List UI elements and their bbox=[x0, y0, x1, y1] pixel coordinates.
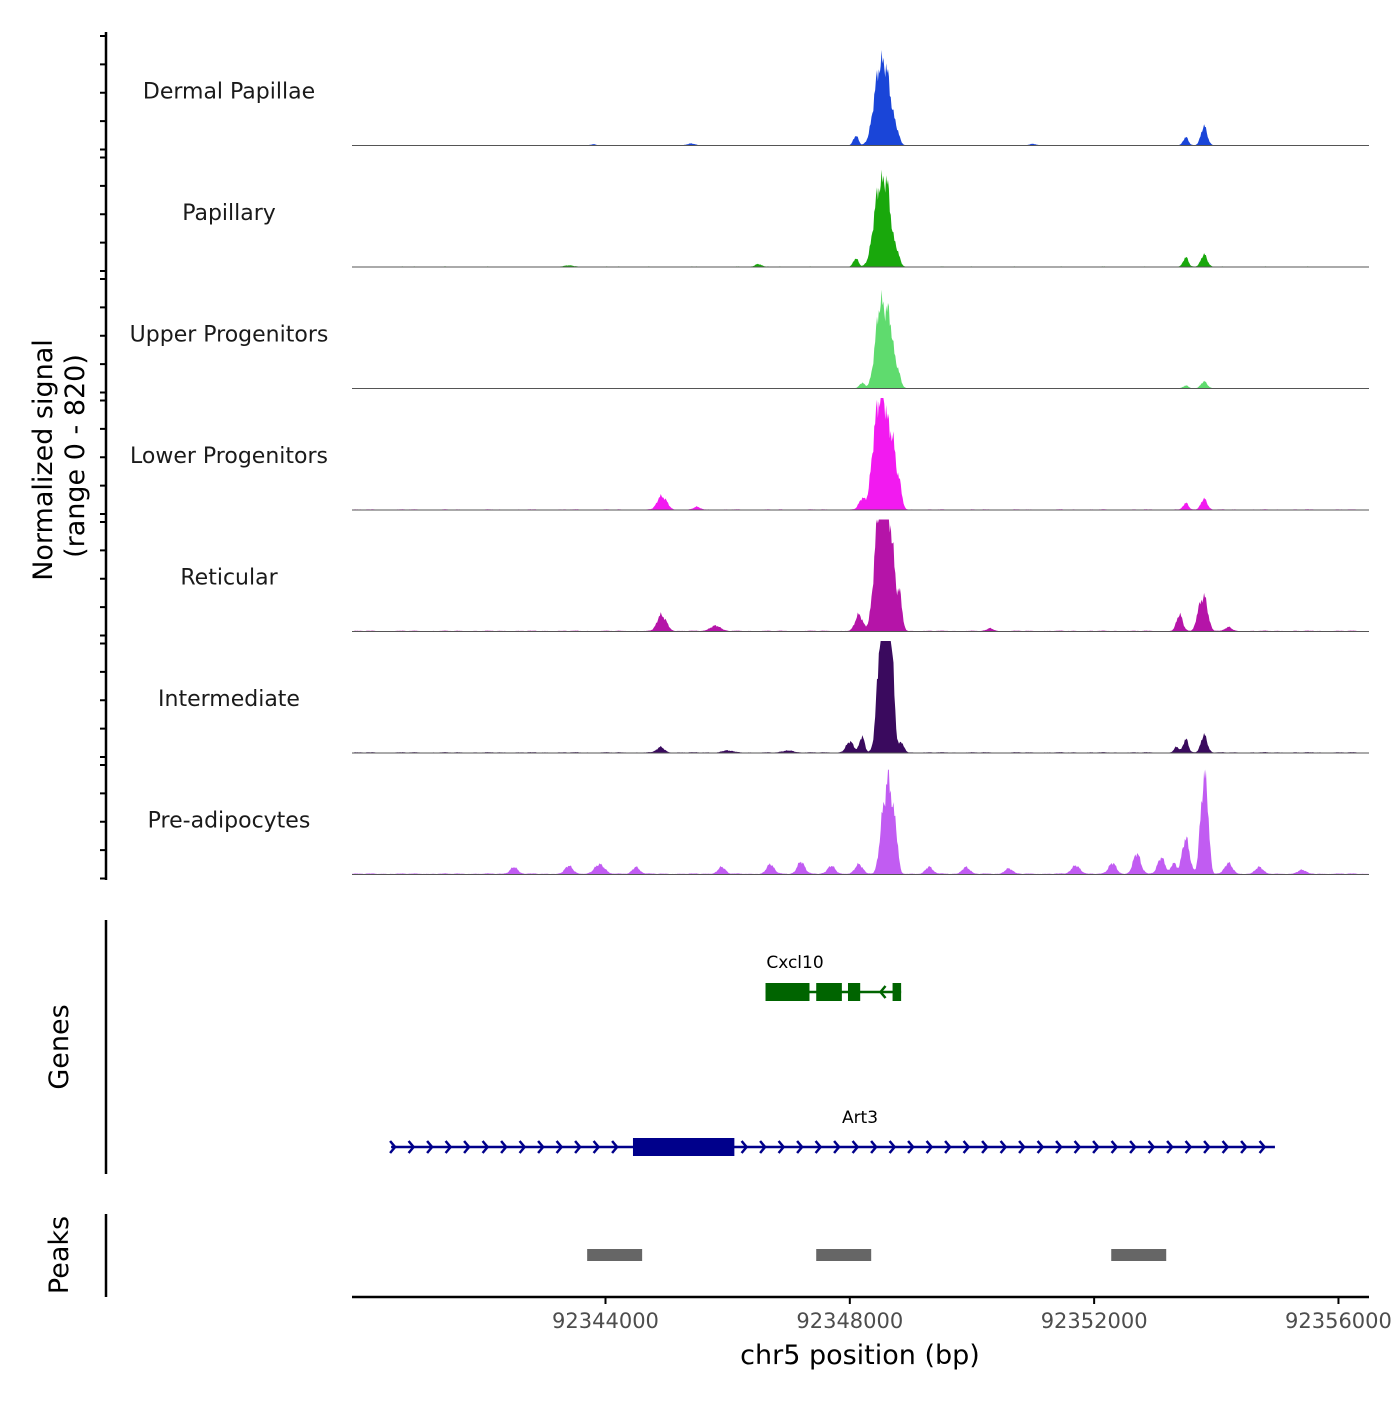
strand-arrow bbox=[981, 1140, 989, 1154]
gene-art3: Art3 bbox=[389, 1108, 1275, 1156]
strand-arrow bbox=[796, 1140, 804, 1154]
strand-arrow bbox=[870, 1140, 878, 1154]
track-lower-progenitors: Lower Progenitors bbox=[130, 398, 1369, 511]
track-label-lower-progenitors: Lower Progenitors bbox=[130, 444, 328, 469]
strand-arrow bbox=[407, 1140, 416, 1154]
coverage-area-pre-adipocytes bbox=[352, 769, 1369, 875]
track-upper-progenitors: Upper Progenitors bbox=[130, 289, 1369, 389]
coverage-tracks: Dermal Papillae Papillary Upper Progenitor… bbox=[130, 49, 1369, 875]
x-tick-label: 92348000 bbox=[796, 1309, 903, 1333]
strand-arrow bbox=[878, 985, 887, 999]
strand-arrow bbox=[518, 1140, 527, 1154]
track-pre-adipocytes: Pre-adipocytes bbox=[148, 769, 1369, 875]
strand-arrow bbox=[574, 1140, 582, 1154]
strand-arrow bbox=[1184, 1140, 1193, 1154]
x-tick-label: 92344000 bbox=[552, 1309, 659, 1333]
gene-label-cxcl10: Cxcl10 bbox=[766, 953, 823, 973]
strand-arrow bbox=[426, 1140, 434, 1154]
coverage-area-upper-progenitors bbox=[352, 289, 1369, 389]
strand-arrow bbox=[611, 1140, 619, 1154]
x-axis-ticks: 92344000 92348000 92352000 92356000 bbox=[552, 1297, 1392, 1333]
genes-axis-title: Genes bbox=[44, 1004, 75, 1089]
strand-arrow bbox=[925, 1140, 934, 1154]
strand-arrow bbox=[481, 1140, 490, 1154]
strand-arrow bbox=[851, 1140, 860, 1154]
coverage-area-lower-progenitors bbox=[352, 398, 1369, 510]
strand-arrow bbox=[444, 1140, 453, 1154]
peaks-axis-title: Peaks bbox=[44, 1216, 75, 1294]
track-reticular: Reticular bbox=[180, 519, 1369, 632]
strand-arrow bbox=[1073, 1140, 1082, 1154]
track-label-papillary: Papillary bbox=[182, 201, 276, 226]
strand-arrow bbox=[1147, 1140, 1156, 1154]
strand-arrow bbox=[740, 1140, 749, 1154]
peaks-panel: Peaks bbox=[44, 1214, 1167, 1297]
strand-arrow bbox=[1203, 1140, 1211, 1154]
x-axis-title: chr5 position (bp) bbox=[740, 1340, 980, 1371]
strand-arrow bbox=[1129, 1140, 1137, 1154]
strand-arrow bbox=[888, 1140, 897, 1154]
gene-exon bbox=[765, 983, 810, 1001]
peak-region bbox=[1111, 1249, 1167, 1261]
coverage-area-papillary bbox=[352, 169, 1369, 267]
gene-cxcl10: Cxcl10 bbox=[765, 953, 902, 1001]
track-label-intermediate: Intermediate bbox=[158, 687, 300, 712]
coverage-area-intermediate bbox=[352, 641, 1369, 753]
track-label-upper-progenitors: Upper Progenitors bbox=[130, 323, 329, 348]
strand-arrow bbox=[1018, 1140, 1026, 1154]
track-intermediate: Intermediate bbox=[158, 641, 1369, 754]
strand-arrow bbox=[962, 1140, 971, 1154]
strand-arrow bbox=[1166, 1140, 1174, 1154]
track-label-pre-adipocytes: Pre-adipocytes bbox=[148, 809, 311, 834]
strand-arrow bbox=[1240, 1140, 1248, 1154]
x-tick-label: 92356000 bbox=[1285, 1309, 1392, 1333]
strand-arrow bbox=[555, 1140, 564, 1154]
strand-arrow bbox=[814, 1140, 823, 1154]
strand-arrow bbox=[1036, 1140, 1045, 1154]
x-tick-label: 92352000 bbox=[1041, 1309, 1148, 1333]
strand-arrow bbox=[907, 1140, 915, 1154]
strand-arrow bbox=[833, 1140, 841, 1154]
strand-arrow bbox=[999, 1140, 1008, 1154]
y-axis-title-line1: Normalized signal bbox=[28, 339, 59, 581]
y-axis-title: Normalized signal (range 0 - 820) bbox=[28, 339, 91, 581]
gene-models: Cxcl10 Art3 bbox=[389, 953, 1275, 1156]
strand-arrow bbox=[592, 1140, 601, 1154]
y-axis bbox=[100, 32, 108, 880]
gene-exon bbox=[816, 983, 842, 1001]
track-label-reticular: Reticular bbox=[180, 566, 278, 591]
strand-arrow bbox=[1110, 1140, 1119, 1154]
gene-label-art3: Art3 bbox=[842, 1108, 878, 1128]
track-label-dermal-papillae: Dermal Papillae bbox=[143, 80, 315, 105]
strand-arrow bbox=[1221, 1140, 1230, 1154]
strand-arrow bbox=[1092, 1140, 1100, 1154]
strand-arrow bbox=[389, 1140, 397, 1154]
strand-arrow bbox=[500, 1140, 508, 1154]
strand-arrow bbox=[777, 1140, 786, 1154]
coverage-area-reticular bbox=[352, 519, 1369, 632]
strand-arrow bbox=[944, 1140, 952, 1154]
strand-arrow bbox=[537, 1140, 545, 1154]
y-axis-title-line2: (range 0 - 820) bbox=[60, 354, 91, 558]
strand-arrow bbox=[1055, 1140, 1063, 1154]
strand-arrow bbox=[463, 1140, 471, 1154]
track-papillary: Papillary bbox=[182, 169, 1369, 268]
gene-exon bbox=[847, 983, 861, 1001]
peak-region bbox=[587, 1249, 643, 1261]
coverage-area-dermal-papillae bbox=[352, 49, 1369, 146]
genes-panel: Genes Cxcl10 Art3 bbox=[44, 920, 1275, 1174]
peak-region bbox=[816, 1249, 872, 1261]
strand-arrow bbox=[1258, 1140, 1267, 1154]
gene-exon bbox=[632, 1138, 735, 1156]
strand-arrow bbox=[759, 1140, 767, 1154]
gene-exon bbox=[892, 983, 902, 1001]
track-dermal-papillae: Dermal Papillae bbox=[143, 49, 1369, 146]
x-axis: 92344000 92348000 92352000 92356000 chr5 po… bbox=[352, 1295, 1392, 1371]
peak-regions bbox=[587, 1249, 1167, 1261]
